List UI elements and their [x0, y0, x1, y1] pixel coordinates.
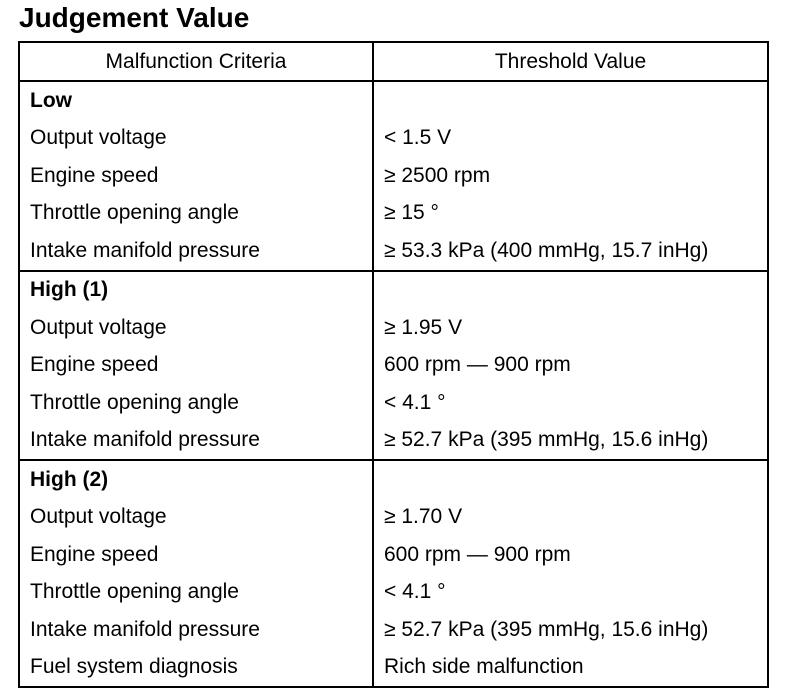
criteria-cell: Engine speed: [18, 157, 374, 195]
group-row-high-1: High (1): [18, 269, 769, 309]
table-row: Engine speed 600 rpm — 900 rpm: [18, 346, 769, 384]
threshold-cell: ≥ 52.7 kPa (395 mmHg, 15.6 inHg): [372, 611, 769, 649]
threshold-cell: ≥ 1.95 V: [372, 309, 769, 347]
criteria-cell: Fuel system diagnosis: [18, 648, 374, 688]
table-row: Intake manifold pressure ≥ 52.7 kPa (395…: [18, 421, 769, 460]
table-row: Throttle opening angle ≥ 15 °: [18, 194, 769, 232]
criteria-cell: Engine speed: [18, 346, 374, 384]
criteria-cell: Output voltage: [18, 119, 374, 157]
group-value-empty: [372, 269, 769, 309]
threshold-cell: 600 rpm — 900 rpm: [372, 346, 769, 384]
table-row: Fuel system diagnosis Rich side malfunct…: [18, 648, 769, 688]
threshold-cell: < 4.1 °: [372, 384, 769, 422]
group-label: Low: [18, 80, 374, 120]
column-header-threshold: Threshold Value: [372, 41, 769, 82]
table-row: Engine speed 600 rpm — 900 rpm: [18, 536, 769, 574]
group-label: High (1): [18, 269, 374, 309]
threshold-cell: ≥ 1.70 V: [372, 498, 769, 536]
criteria-cell: Intake manifold pressure: [18, 421, 374, 460]
criteria-cell: Throttle opening angle: [18, 573, 374, 611]
group-value-empty: [372, 80, 769, 120]
table-row: Engine speed ≥ 2500 rpm: [18, 157, 769, 195]
threshold-cell: Rich side malfunction: [372, 648, 769, 688]
criteria-cell: Intake manifold pressure: [18, 611, 374, 649]
criteria-cell: Output voltage: [18, 498, 374, 536]
judgement-table: Malfunction Criteria Threshold Value Low…: [18, 41, 769, 688]
table-row: Output voltage < 1.5 V: [18, 119, 769, 157]
table-row: Intake manifold pressure ≥ 52.7 kPa (395…: [18, 611, 769, 649]
column-header-criteria: Malfunction Criteria: [18, 41, 374, 82]
table-row: Output voltage ≥ 1.95 V: [18, 309, 769, 347]
group-value-empty: [372, 459, 769, 499]
table-row: Throttle opening angle < 4.1 °: [18, 573, 769, 611]
threshold-cell: ≥ 2500 rpm: [372, 157, 769, 195]
criteria-cell: Engine speed: [18, 536, 374, 574]
table-row: Output voltage ≥ 1.70 V: [18, 498, 769, 536]
page-title: Judgement Value: [19, 2, 250, 33]
group-row-high-2: High (2): [18, 459, 769, 499]
threshold-cell: < 1.5 V: [372, 119, 769, 157]
threshold-cell: ≥ 15 °: [372, 194, 769, 232]
criteria-cell: Throttle opening angle: [18, 384, 374, 422]
criteria-cell: Intake manifold pressure: [18, 232, 374, 271]
criteria-cell: Output voltage: [18, 309, 374, 347]
group-row-low: Low: [18, 80, 769, 120]
threshold-cell: 600 rpm — 900 rpm: [372, 536, 769, 574]
table-row: Intake manifold pressure ≥ 53.3 kPa (400…: [18, 232, 769, 271]
criteria-cell: Throttle opening angle: [18, 194, 374, 232]
threshold-cell: < 4.1 °: [372, 573, 769, 611]
threshold-cell: ≥ 52.7 kPa (395 mmHg, 15.6 inHg): [372, 421, 769, 460]
group-label: High (2): [18, 459, 374, 499]
table-header-row: Malfunction Criteria Threshold Value: [18, 41, 769, 82]
threshold-cell: ≥ 53.3 kPa (400 mmHg, 15.7 inHg): [372, 232, 769, 271]
table-row: Throttle opening angle < 4.1 °: [18, 384, 769, 422]
